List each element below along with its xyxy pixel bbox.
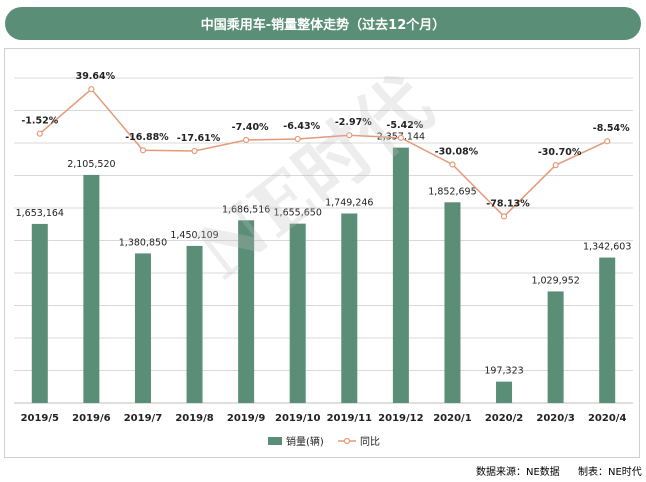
yoy-value-label: -16.88% (125, 132, 169, 143)
yoy-point (449, 161, 456, 168)
x-tick-label: 2019/10 (275, 413, 320, 424)
bar (31, 223, 48, 403)
legend-swatch-bar (268, 437, 282, 445)
yoy-value-label: -7.40% (232, 122, 269, 133)
bar (341, 213, 358, 403)
x-tick-label: 2019/6 (72, 413, 110, 424)
x-tick-label: 2020/1 (433, 413, 471, 424)
yoy-point (139, 147, 147, 154)
bar (392, 147, 409, 403)
yoy-point (294, 135, 301, 143)
bar-value-label: 1,749,246 (325, 197, 373, 208)
yoy-point (397, 134, 404, 141)
x-tick-label: 2019/11 (327, 413, 372, 424)
bar-value-label: 2,105,520 (67, 159, 115, 170)
x-tick-label: 2019/8 (175, 413, 213, 424)
yoy-point (500, 213, 508, 220)
x-tick-label: 2020/3 (536, 413, 574, 424)
yoy-value-label: -8.54% (593, 123, 630, 134)
yoy-value-label: -30.70% (538, 147, 582, 158)
legend-label-bar: 销量(辆) (286, 435, 324, 448)
x-tick-label: 2020/4 (588, 413, 626, 424)
legend-label-line: 同比 (360, 436, 380, 448)
yoy-point (36, 130, 43, 137)
maker-note: 制表：NE时代 (578, 467, 642, 478)
yoy-point (191, 147, 198, 155)
bar (186, 245, 203, 403)
yoy-value-label: 39.64% (76, 71, 116, 82)
chart-title-bar: 中国乘用车-销量整体走势（过去12个月） (5, 7, 641, 40)
x-tick-label: 2019/7 (124, 413, 162, 424)
bar (238, 220, 255, 403)
bar (599, 257, 616, 403)
yoy-point (604, 138, 611, 145)
bar (444, 202, 461, 403)
bar-value-label: 1,342,603 (583, 242, 631, 253)
bar-value-label: 1,029,952 (531, 275, 579, 286)
yoy-line (39, 88, 608, 218)
bar (496, 381, 513, 403)
yoy-value-label: -17.61% (177, 133, 221, 144)
yoy-point (88, 86, 95, 93)
yoy-point (243, 136, 250, 144)
yoy-value-label: -78.13% (486, 198, 530, 209)
x-tick-label: 2019/9 (227, 413, 265, 424)
yoy-value-label: -6.43% (283, 121, 320, 132)
bar-value-label: 1,380,850 (119, 237, 167, 248)
legend-swatch-marker (343, 437, 351, 445)
data-source-note: 数据来源：NE数据 (476, 467, 560, 478)
bar-value-label: 197,323 (484, 366, 523, 377)
bar-value-label: 1,450,109 (170, 230, 218, 241)
bar-value-label: 1,852,695 (428, 186, 476, 197)
yoy-value-label: -1.52% (21, 116, 58, 127)
x-tick-label: 2019/5 (21, 413, 59, 424)
chart-title: 中国乘用车-销量整体走势（过去12个月） (200, 18, 446, 33)
bar (547, 291, 564, 403)
yoy-point (346, 132, 353, 139)
yoy-value-label: -5.42% (386, 120, 423, 131)
bar (134, 253, 151, 403)
bar-value-label: 1,655,650 (274, 208, 322, 219)
x-tick-label: 2019/12 (378, 413, 423, 424)
bar (83, 174, 100, 403)
bar-value-label: 1,686,516 (222, 204, 270, 215)
yoy-point (552, 162, 559, 169)
chart-frame (4, 48, 640, 458)
yoy-value-label: -30.08% (435, 146, 479, 157)
x-tick-label: 2020/2 (485, 413, 523, 424)
bar (289, 223, 306, 403)
yoy-value-label: -2.97% (335, 117, 372, 128)
bar-value-label: 1,653,164 (16, 208, 64, 219)
